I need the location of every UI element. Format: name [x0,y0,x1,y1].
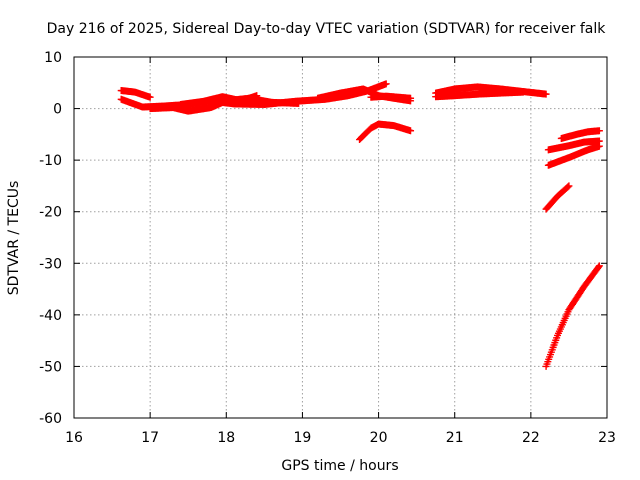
series-arc10 [544,137,603,154]
y-tick-label: -60 [39,411,62,427]
y-tick-label: -10 [39,153,62,169]
x-tick-label: 21 [446,430,464,446]
data-point [382,80,390,88]
data-point [519,88,527,96]
x-tick-label: 20 [370,430,388,446]
series-arc12 [557,127,603,142]
data-point [564,183,572,191]
series-arc4 [177,92,261,108]
data-point [565,182,573,190]
series-arc6 [367,92,415,102]
x-tick-label: 16 [65,430,83,446]
data-point [146,93,154,101]
x-axis-label: GPS time / hours [281,458,398,474]
y-axis-label: SDTVAR / TECUs [6,181,22,296]
data-point [542,90,550,98]
tick-labels: 16 17 18 19 20 21 22 23 10 0 -10 -20 -30 -40 -50 -60 [39,50,616,446]
x-tick-label: 19 [294,430,312,446]
y-tick-label: 0 [53,102,62,118]
series-arc9 [432,88,527,101]
plot-frame [73,56,608,419]
data-point [407,94,415,102]
x-tick-label: 22 [522,430,540,446]
data-point [407,127,415,135]
data-point [595,262,603,270]
y-tick-label: -50 [39,359,62,375]
y-tick-label: -20 [39,205,62,221]
x-tick-label: 17 [141,430,159,446]
data-point [595,142,603,150]
series-arc7 [356,120,415,144]
chart-title: Day 216 of 2025, Sidereal Day-to-day VTE… [47,21,607,37]
y-tick-label: -30 [39,256,62,272]
x-tick-label: 23 [598,430,616,446]
series-arc14 [542,262,603,370]
series-arc11 [544,142,603,169]
data-point [594,263,602,271]
data-point [253,92,261,100]
data-point [295,99,303,107]
y-tick-label: 10 [44,50,62,66]
data-points [117,80,603,370]
data-point [595,127,603,135]
y-tick-label: -40 [39,308,62,324]
series-arc1 [117,87,154,101]
series-arc13 [542,182,573,213]
x-tick-label: 18 [217,430,235,446]
